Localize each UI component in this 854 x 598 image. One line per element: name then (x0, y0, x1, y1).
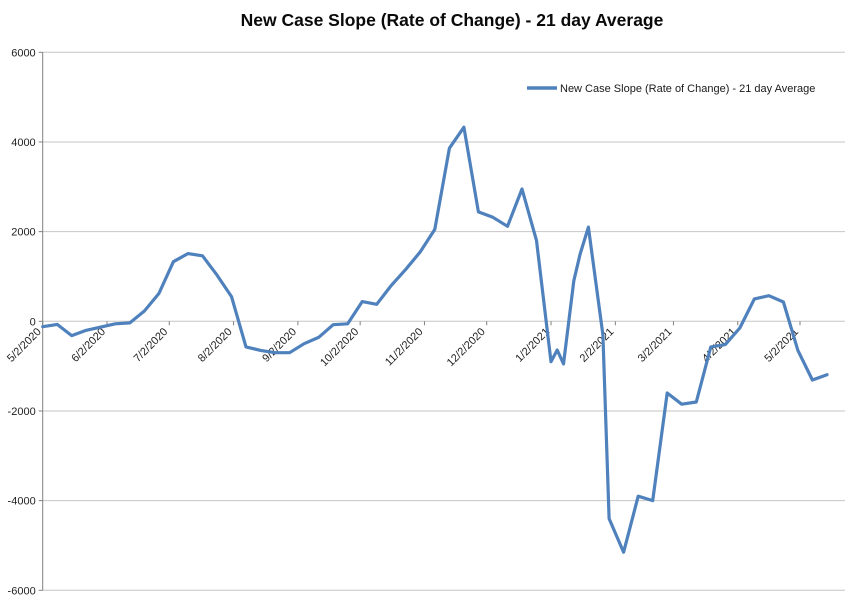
chart-title: New Case Slope (Rate of Change) - 21 day… (241, 10, 664, 30)
y-tick-label: 6000 (11, 47, 35, 59)
x-tick-label: 3/2/2021 (636, 326, 675, 365)
y-tick-label: 0 (30, 316, 36, 328)
gridlines-layer (42, 51, 845, 591)
x-tick-label: 2/2/2021 (578, 326, 617, 365)
x-tick-label: 6/2/2020 (69, 326, 108, 365)
x-tick-label: 9/2/2020 (260, 326, 299, 365)
x-tick-label: 11/2/2020 (383, 326, 426, 369)
x-axis-labels: 5/2/2020 6/2/2020 7/2/2020 8/2/2020 9/2/2020… (5, 326, 801, 369)
x-tick-label: 8/2/2020 (196, 326, 235, 365)
y-axis-labels: 6000 4000 2000 0 -2000 -4000 -6000 (8, 47, 36, 597)
y-tick-label: 4000 (11, 137, 35, 149)
legend-label: New Case Slope (Rate of Change) - 21 day… (560, 83, 815, 95)
y-tick-label: -2000 (8, 406, 36, 418)
legend: New Case Slope (Rate of Change) - 21 day… (527, 83, 815, 95)
y-tick-label: -6000 (8, 585, 36, 597)
series-line (41, 125, 829, 554)
x-tick-label: 7/2/2020 (132, 326, 171, 365)
x-tick-label: 12/2/2020 (445, 326, 488, 369)
axes-layer (38, 51, 801, 591)
y-tick-label: 2000 (11, 227, 35, 239)
y-tick-label: -4000 (8, 496, 36, 508)
x-tick-label: 5/2/2020 (5, 326, 44, 365)
